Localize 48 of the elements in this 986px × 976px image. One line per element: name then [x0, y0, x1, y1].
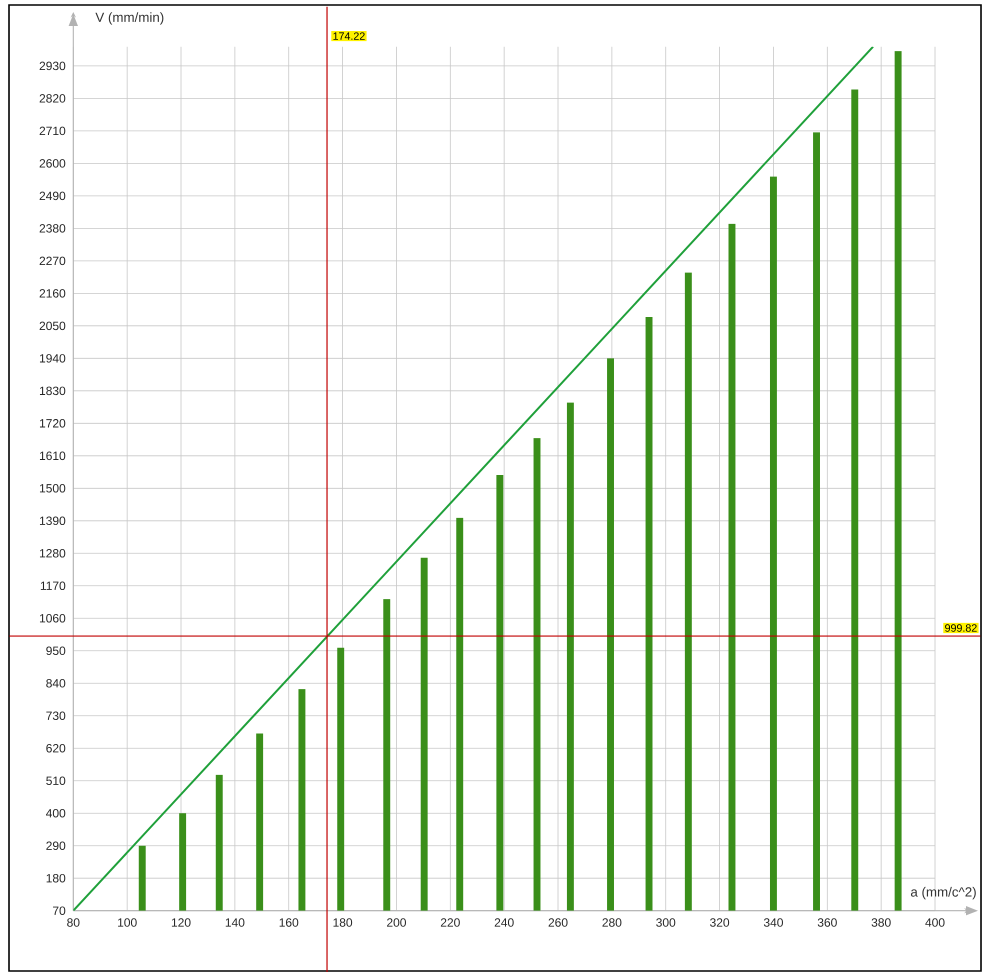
y-tick-label: 840 — [46, 679, 66, 688]
x-tick-label: 380 — [872, 918, 891, 927]
x-tick-label: 120 — [172, 918, 191, 927]
y-tick-label: 2490 — [40, 192, 66, 200]
y-tick-label: 1280 — [40, 549, 66, 558]
y-tick-label: 1610 — [40, 452, 66, 460]
x-tick-label: 340 — [764, 918, 783, 927]
y-tick-label: 730 — [46, 711, 66, 720]
y-tick-label: 1830 — [40, 386, 66, 396]
y-tick-label: 2820 — [40, 94, 66, 103]
ref-line-label: 999.82 — [945, 624, 977, 632]
y-tick-label: 2050 — [40, 322, 66, 330]
x-tick-label: 80 — [67, 918, 80, 927]
y-tick-label: 70 — [53, 906, 66, 915]
y-tick-label: 1940 — [40, 354, 66, 363]
y-tick-label: 2380 — [40, 224, 66, 233]
y-tick-label: 2160 — [40, 289, 66, 298]
x-tick-label: 180 — [333, 918, 352, 927]
x-tick-label: 400 — [925, 918, 945, 927]
ref-line-label: 174.22 — [333, 32, 365, 40]
y-tick-label: 2600 — [40, 159, 66, 168]
y-tick-label: 1720 — [40, 419, 66, 428]
x-tick-label: 300 — [656, 918, 676, 927]
y-tick-label: 1390 — [40, 516, 66, 526]
x-tick-label: 240 — [494, 918, 514, 927]
x-tick-label: 100 — [118, 918, 137, 927]
x-tick-label: 160 — [280, 918, 298, 927]
x-tick-label: 320 — [710, 918, 730, 927]
y-tick-label: 950 — [46, 646, 66, 656]
y-tick-label: 1500 — [40, 484, 66, 493]
y-tick-label: 620 — [46, 744, 66, 752]
x-tick-label: 260 — [548, 918, 568, 927]
y-tick-label: 180 — [46, 874, 66, 882]
x-axis-title: a (mm/c^2) — [910, 886, 976, 900]
y-tick-label: 510 — [46, 776, 66, 785]
y-tick-label: 400 — [46, 808, 66, 818]
x-tick-label: 360 — [818, 918, 837, 927]
y-tick-label: 2930 — [40, 62, 66, 70]
x-tick-label: 200 — [387, 918, 406, 927]
x-tick-label: 140 — [226, 918, 244, 927]
y-tick-label: 2710 — [40, 126, 66, 136]
y-tick-label: 1060 — [40, 614, 66, 623]
x-tick-label: 280 — [602, 918, 622, 927]
y-axis-title: V (mm/min) — [95, 12, 164, 25]
y-tick-label: 2270 — [40, 256, 66, 266]
y-tick-label: 290 — [46, 841, 66, 850]
x-tick-label: 220 — [440, 918, 460, 927]
y-tick-label: 1170 — [40, 582, 66, 590]
